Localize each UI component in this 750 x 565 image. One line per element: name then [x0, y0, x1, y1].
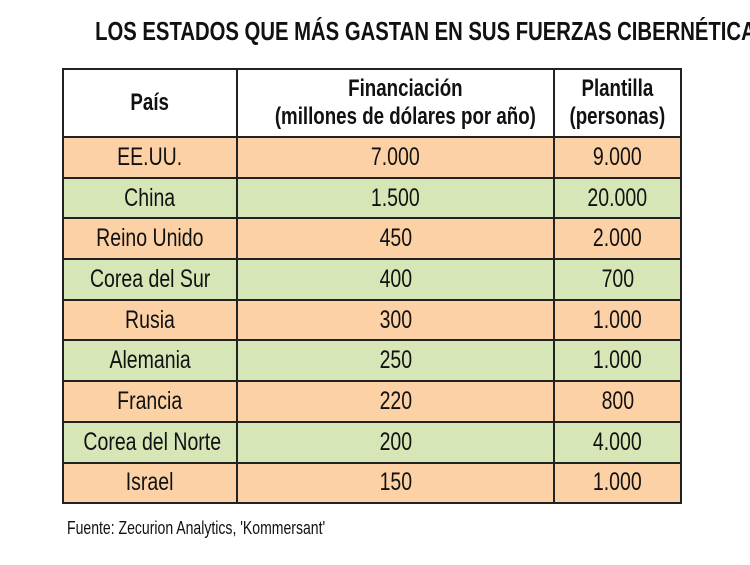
cell-text: 1.500	[371, 183, 420, 212]
table-cell: 1.000	[553, 339, 682, 383]
header-line: Plantilla	[581, 75, 654, 102]
cell-text: EE.UU.	[117, 142, 183, 171]
cell-text: 200	[379, 427, 412, 456]
cell-text: 4.000	[593, 427, 642, 456]
cell-text: Israel	[126, 468, 174, 497]
cell-text: Rusia	[125, 305, 175, 334]
table-cell: 400	[236, 258, 555, 301]
header-line: (personas)	[569, 103, 666, 130]
table-cell: 250	[236, 339, 555, 383]
cell-text: Corea del Norte	[83, 427, 222, 456]
header-cell: Plantilla (personas)	[553, 68, 682, 138]
cell-text: 1.000	[593, 346, 642, 375]
table-cell: 4.000	[553, 420, 682, 464]
cell-text: 250	[379, 346, 412, 375]
data-table: País Financiación (millones de dólares por…	[62, 68, 682, 505]
cell-text: Francia	[117, 386, 183, 415]
cell-text: 400	[379, 264, 412, 293]
table-header: País Financiación (millones de dólares por…	[62, 68, 682, 138]
table-cell: 2.000	[553, 217, 682, 261]
source: Fuente: Zecurion Analytics, 'Kommersant'	[67, 518, 326, 538]
table-cell: EE.UU.	[62, 136, 238, 179]
table-row: Reino Unido 450 2.000	[62, 217, 682, 261]
cell-text: 1.000	[593, 468, 642, 497]
cell-text: 2.000	[593, 224, 642, 253]
header-wrap: País	[131, 89, 170, 117]
table-row: Francia 220 800	[62, 380, 682, 423]
header-line: (millones de dólares por año)	[274, 103, 536, 130]
table-row: China 1.500 20.000	[62, 176, 682, 220]
cell-text: 7.000	[371, 142, 420, 171]
table-cell: Alemania	[62, 339, 238, 383]
table-cell: Rusia	[62, 298, 238, 342]
cell-text: 1.000	[593, 305, 642, 334]
table-cell: 9.000	[553, 136, 682, 179]
table-cell: China	[62, 176, 238, 220]
header-row: País Financiación (millones de dólares por…	[62, 68, 682, 138]
table-cell: 150	[236, 461, 555, 505]
header-line: Financiación	[348, 75, 463, 102]
table-row: Alemania 250 1.000	[62, 339, 682, 383]
table-cell: 220	[236, 380, 555, 423]
cell-text: Alemania	[109, 346, 191, 375]
table-body: EE.UU. 7.000 9.000 China 1.500 20.000 Reino Un…	[62, 136, 682, 505]
table-cell: 300	[236, 298, 555, 342]
cell-text: China	[124, 183, 176, 212]
cell-text: 700	[601, 264, 634, 293]
cell-text: Reino Unido	[96, 224, 204, 253]
table-row: Rusia 300 1.000	[62, 298, 682, 342]
title: LOS ESTADOS QUE MÁS GASTAN EN SUS FUERZA…	[0, 16, 750, 47]
table-cell: Francia	[62, 380, 238, 423]
table-cell: 200	[236, 420, 555, 464]
table-row: EE.UU. 7.000 9.000	[62, 136, 682, 179]
table-cell: Reino Unido	[62, 217, 238, 261]
table-cell: 700	[553, 258, 682, 301]
cell-text: Corea del Sur	[89, 264, 211, 293]
header-line: País	[130, 89, 170, 116]
cell-text: 150	[379, 468, 412, 497]
table-cell: 1.000	[553, 461, 682, 505]
cell-text: 450	[379, 224, 412, 253]
table-cell: 450	[236, 217, 555, 261]
header-cell: Financiación (millones de dólares por año…	[236, 68, 555, 138]
table-cell: 20.000	[553, 176, 682, 220]
table-row: Corea del Sur 400 700	[62, 258, 682, 301]
cell-text: 220	[379, 386, 412, 415]
table-cell: Corea del Sur	[62, 258, 238, 301]
table-row: Corea del Norte 200 4.000	[62, 420, 682, 464]
header-wrap: Financiación (millones de dólares por año…	[275, 75, 536, 131]
table-cell: 1.000	[553, 298, 682, 342]
table-cell: 800	[553, 380, 682, 423]
cell-text: 800	[601, 386, 634, 415]
table-cell: 1.500	[236, 176, 555, 220]
table-cell: Israel	[62, 461, 238, 505]
title-text: LOS ESTADOS QUE MÁS GASTAN EN SUS FUERZA…	[95, 16, 750, 46]
header-cell: País	[62, 68, 238, 138]
cell-text: 9.000	[593, 142, 642, 171]
table-cell: 7.000	[236, 136, 555, 179]
cell-text: 300	[379, 305, 412, 334]
header-wrap: Plantilla (personas)	[570, 75, 666, 131]
table-row: Israel 150 1.000	[62, 461, 682, 505]
cell-text: 20.000	[587, 183, 648, 212]
table-cell: Corea del Norte	[62, 420, 238, 464]
